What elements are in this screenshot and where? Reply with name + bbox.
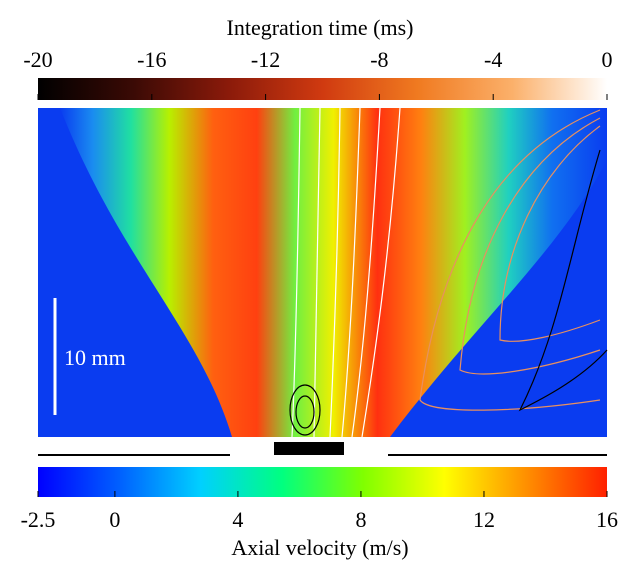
colorbar [38, 467, 607, 497]
colorbar [38, 78, 607, 100]
colorbar-tick-label: -4 [484, 47, 502, 72]
colorbar-tick-label: 4 [232, 507, 243, 532]
colorbar-tick-label: 12 [473, 507, 495, 532]
top-colorbar-label: Integration time (ms) [227, 15, 414, 40]
colorbar-tick-label: -20 [23, 47, 52, 72]
colorbar-tick-label: -2.5 [21, 507, 56, 532]
bottom-colorbar-label: Axial velocity (m/s) [231, 535, 408, 560]
white-streamlines [291, 107, 401, 438]
colorbar-tick-label: 0 [602, 47, 613, 72]
center-body [274, 442, 344, 455]
colorbar-tick-label: -12 [251, 47, 280, 72]
colorbar-tick-label: 8 [355, 507, 366, 532]
jet-plume [60, 108, 607, 437]
scale-bar-label: 10 mm [64, 345, 126, 370]
flow-field: 10 mm [38, 107, 608, 438]
colorbar-tick-label: 0 [109, 507, 120, 532]
colorbar-tick-label: -8 [370, 47, 388, 72]
nozzle [38, 442, 607, 456]
black-streamlines [289, 149, 608, 436]
colorbar-tick-label: -16 [137, 47, 166, 72]
colorbar-tick-label: 16 [596, 507, 618, 532]
orange-streamlines [419, 109, 601, 411]
